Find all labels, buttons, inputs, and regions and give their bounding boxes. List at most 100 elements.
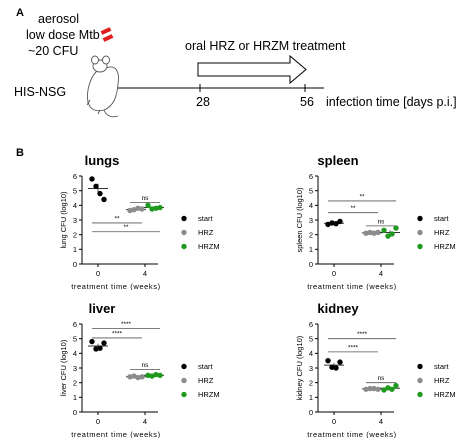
y-tick-label: 3: [309, 364, 313, 373]
data-point: [329, 220, 335, 226]
x-tick-label: 4: [143, 269, 147, 278]
y-tick-label: 5: [73, 334, 77, 343]
y-tick-label: 6: [73, 172, 77, 181]
panel-a-label: A: [16, 7, 24, 19]
significance-label: ****: [348, 344, 359, 351]
y-axis-label: lung CFU (log10): [59, 191, 68, 249]
x-axis-label: treatment time (weeks): [71, 430, 160, 438]
significance-label: ****: [357, 331, 368, 338]
legend-label: HRZM: [434, 390, 456, 399]
inoculum-line-2: low dose Mtb: [26, 28, 100, 42]
y-tick-label: 0: [309, 408, 313, 417]
legend-label: HRZM: [198, 390, 220, 399]
y-tick-label: 0: [73, 260, 77, 269]
legend-marker: [181, 243, 187, 250]
data-point: [93, 183, 99, 189]
legend-marker: [181, 229, 187, 236]
data-point: [363, 386, 369, 392]
y-tick-label: 2: [73, 378, 77, 387]
data-point: [135, 205, 141, 211]
data-point: [97, 190, 103, 197]
data-point: [385, 233, 391, 239]
x-tick-label: 4: [379, 417, 383, 426]
y-tick-label: 4: [309, 201, 313, 210]
y-tick-label: 2: [73, 230, 77, 239]
x-tick-label: 4: [143, 417, 147, 426]
data-point: [127, 374, 133, 380]
treatment-label: oral HRZ or HRZM treatment: [185, 39, 346, 53]
significance-label: ns: [378, 375, 386, 382]
data-point: [145, 202, 151, 209]
spleen-chart: spleen 0 1 2 3 4 5 6 spleen CFU (log10) 0 4 treatme…: [295, 153, 456, 290]
y-tick-label: 5: [73, 186, 77, 195]
model-label: HIS-NSG: [14, 85, 67, 99]
data-point: [93, 346, 99, 352]
significance-label: ****: [112, 330, 123, 337]
timeline-axis-label: infection time [days p.i.]: [326, 95, 457, 109]
chart-title: liver: [89, 301, 116, 316]
treatment-arrow: [197, 54, 307, 85]
y-tick-label: 1: [73, 245, 77, 254]
tick-label-56: 56: [300, 95, 314, 109]
data-point: [153, 205, 159, 211]
y-tick-label: 4: [309, 349, 313, 358]
legend-label: HRZM: [198, 242, 220, 251]
significance-label: **: [350, 205, 356, 212]
legend-label: HRZ: [434, 228, 450, 237]
significance-label: **: [114, 215, 120, 222]
data-point: [381, 387, 387, 393]
data-point: [153, 371, 159, 378]
panel-b-label: B: [16, 147, 24, 159]
legend-marker: [417, 391, 423, 398]
legend-label: HRZ: [198, 228, 214, 237]
x-tick-label: 0: [332, 269, 336, 278]
data-point: [337, 359, 343, 365]
x-axis-label: treatment time (weeks): [307, 430, 396, 438]
chart-title: spleen: [317, 153, 358, 168]
inoculum-line-3: ~20 CFU: [28, 44, 79, 58]
legend-marker: [181, 363, 187, 370]
data-point: [393, 225, 399, 231]
legend-marker: [417, 215, 423, 222]
data-point: [375, 229, 381, 236]
data-point: [333, 220, 339, 227]
significance-label: ns: [142, 195, 150, 202]
chart-title: kidney: [317, 301, 359, 316]
tick-label-28: 28: [196, 95, 210, 109]
y-tick-label: 1: [309, 245, 313, 254]
data-point: [371, 230, 377, 236]
data-point: [157, 204, 163, 211]
y-tick-label: 3: [73, 216, 77, 225]
y-axis-label: kidney CFU (log10): [295, 335, 304, 400]
y-tick-label: 1: [309, 393, 313, 402]
data-point: [337, 218, 343, 225]
y-axis-label: spleen CFU (log10): [295, 187, 304, 253]
significance-label: **: [359, 193, 365, 200]
data-point: [371, 385, 377, 392]
x-tick-label: 4: [379, 269, 383, 278]
legend-marker: [417, 229, 423, 236]
data-point: [145, 372, 151, 379]
legend-label: HRZ: [434, 376, 450, 385]
x-tick-label: 0: [96, 417, 100, 426]
y-tick-label: 0: [73, 408, 77, 417]
legend-marker: [417, 243, 423, 250]
data-point: [89, 338, 95, 345]
data-point: [101, 340, 107, 346]
chart-title: lungs: [85, 153, 120, 168]
significance-label: ns: [142, 362, 150, 369]
data-point: [97, 345, 103, 351]
y-tick-label: 4: [73, 349, 77, 358]
x-tick-label: 0: [96, 269, 100, 278]
legend-marker: [181, 391, 187, 398]
y-tick-label: 3: [73, 364, 77, 373]
data-point: [135, 374, 141, 381]
y-tick-label: 0: [309, 260, 313, 269]
panel-a-graphics: [86, 27, 324, 118]
legend-label: HRZ: [198, 376, 214, 385]
y-tick-label: 4: [73, 201, 77, 210]
data-point: [333, 365, 339, 371]
y-tick-label: 5: [309, 186, 313, 195]
y-axis-label: liver CFU (log10): [59, 339, 68, 396]
kidney-chart: kidney 0 1 2 3 4 5 6 kidney CFU (log10) 0 4 treatme…: [295, 301, 456, 438]
